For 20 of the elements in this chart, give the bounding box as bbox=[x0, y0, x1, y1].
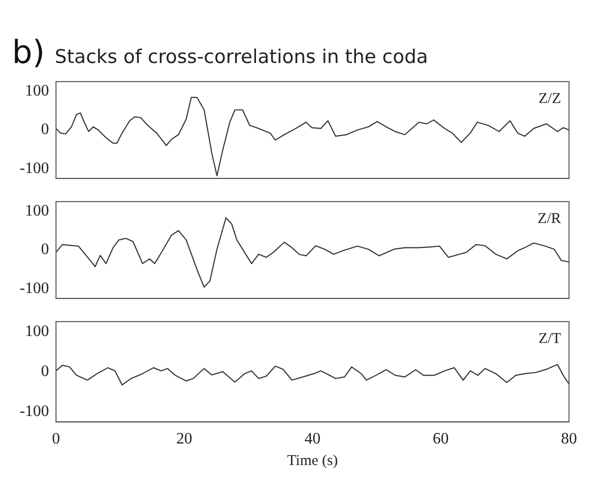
x-tick-label: 80 bbox=[561, 430, 577, 448]
y-tick-label: 0 bbox=[41, 362, 49, 380]
annotation: Z/Z bbox=[538, 91, 561, 108]
y-tick-label: 0 bbox=[41, 241, 49, 258]
y-tick-label: 100 bbox=[25, 322, 49, 340]
y-tick-label: 0 bbox=[41, 121, 49, 138]
x-axis-title: Time (s) bbox=[287, 452, 338, 469]
annotation: Z/T bbox=[538, 331, 561, 348]
x-tick-label: 0 bbox=[52, 430, 60, 448]
chart-title: Stacks of cross-correlations in the coda bbox=[54, 46, 428, 68]
y-tick-label: -100 bbox=[20, 160, 49, 177]
y-tick-label: -100 bbox=[20, 280, 49, 297]
x-tick-label: 20 bbox=[176, 430, 192, 448]
x-tick-label: 40 bbox=[304, 430, 320, 448]
y-tick-label: -100 bbox=[20, 402, 49, 420]
text: b) bbox=[12, 32, 45, 71]
y-tick-label: 100 bbox=[25, 82, 49, 100]
x-tick-label: 60 bbox=[432, 430, 449, 448]
y-tick-label: 100 bbox=[25, 202, 49, 220]
annotation: Z/R bbox=[538, 211, 561, 228]
